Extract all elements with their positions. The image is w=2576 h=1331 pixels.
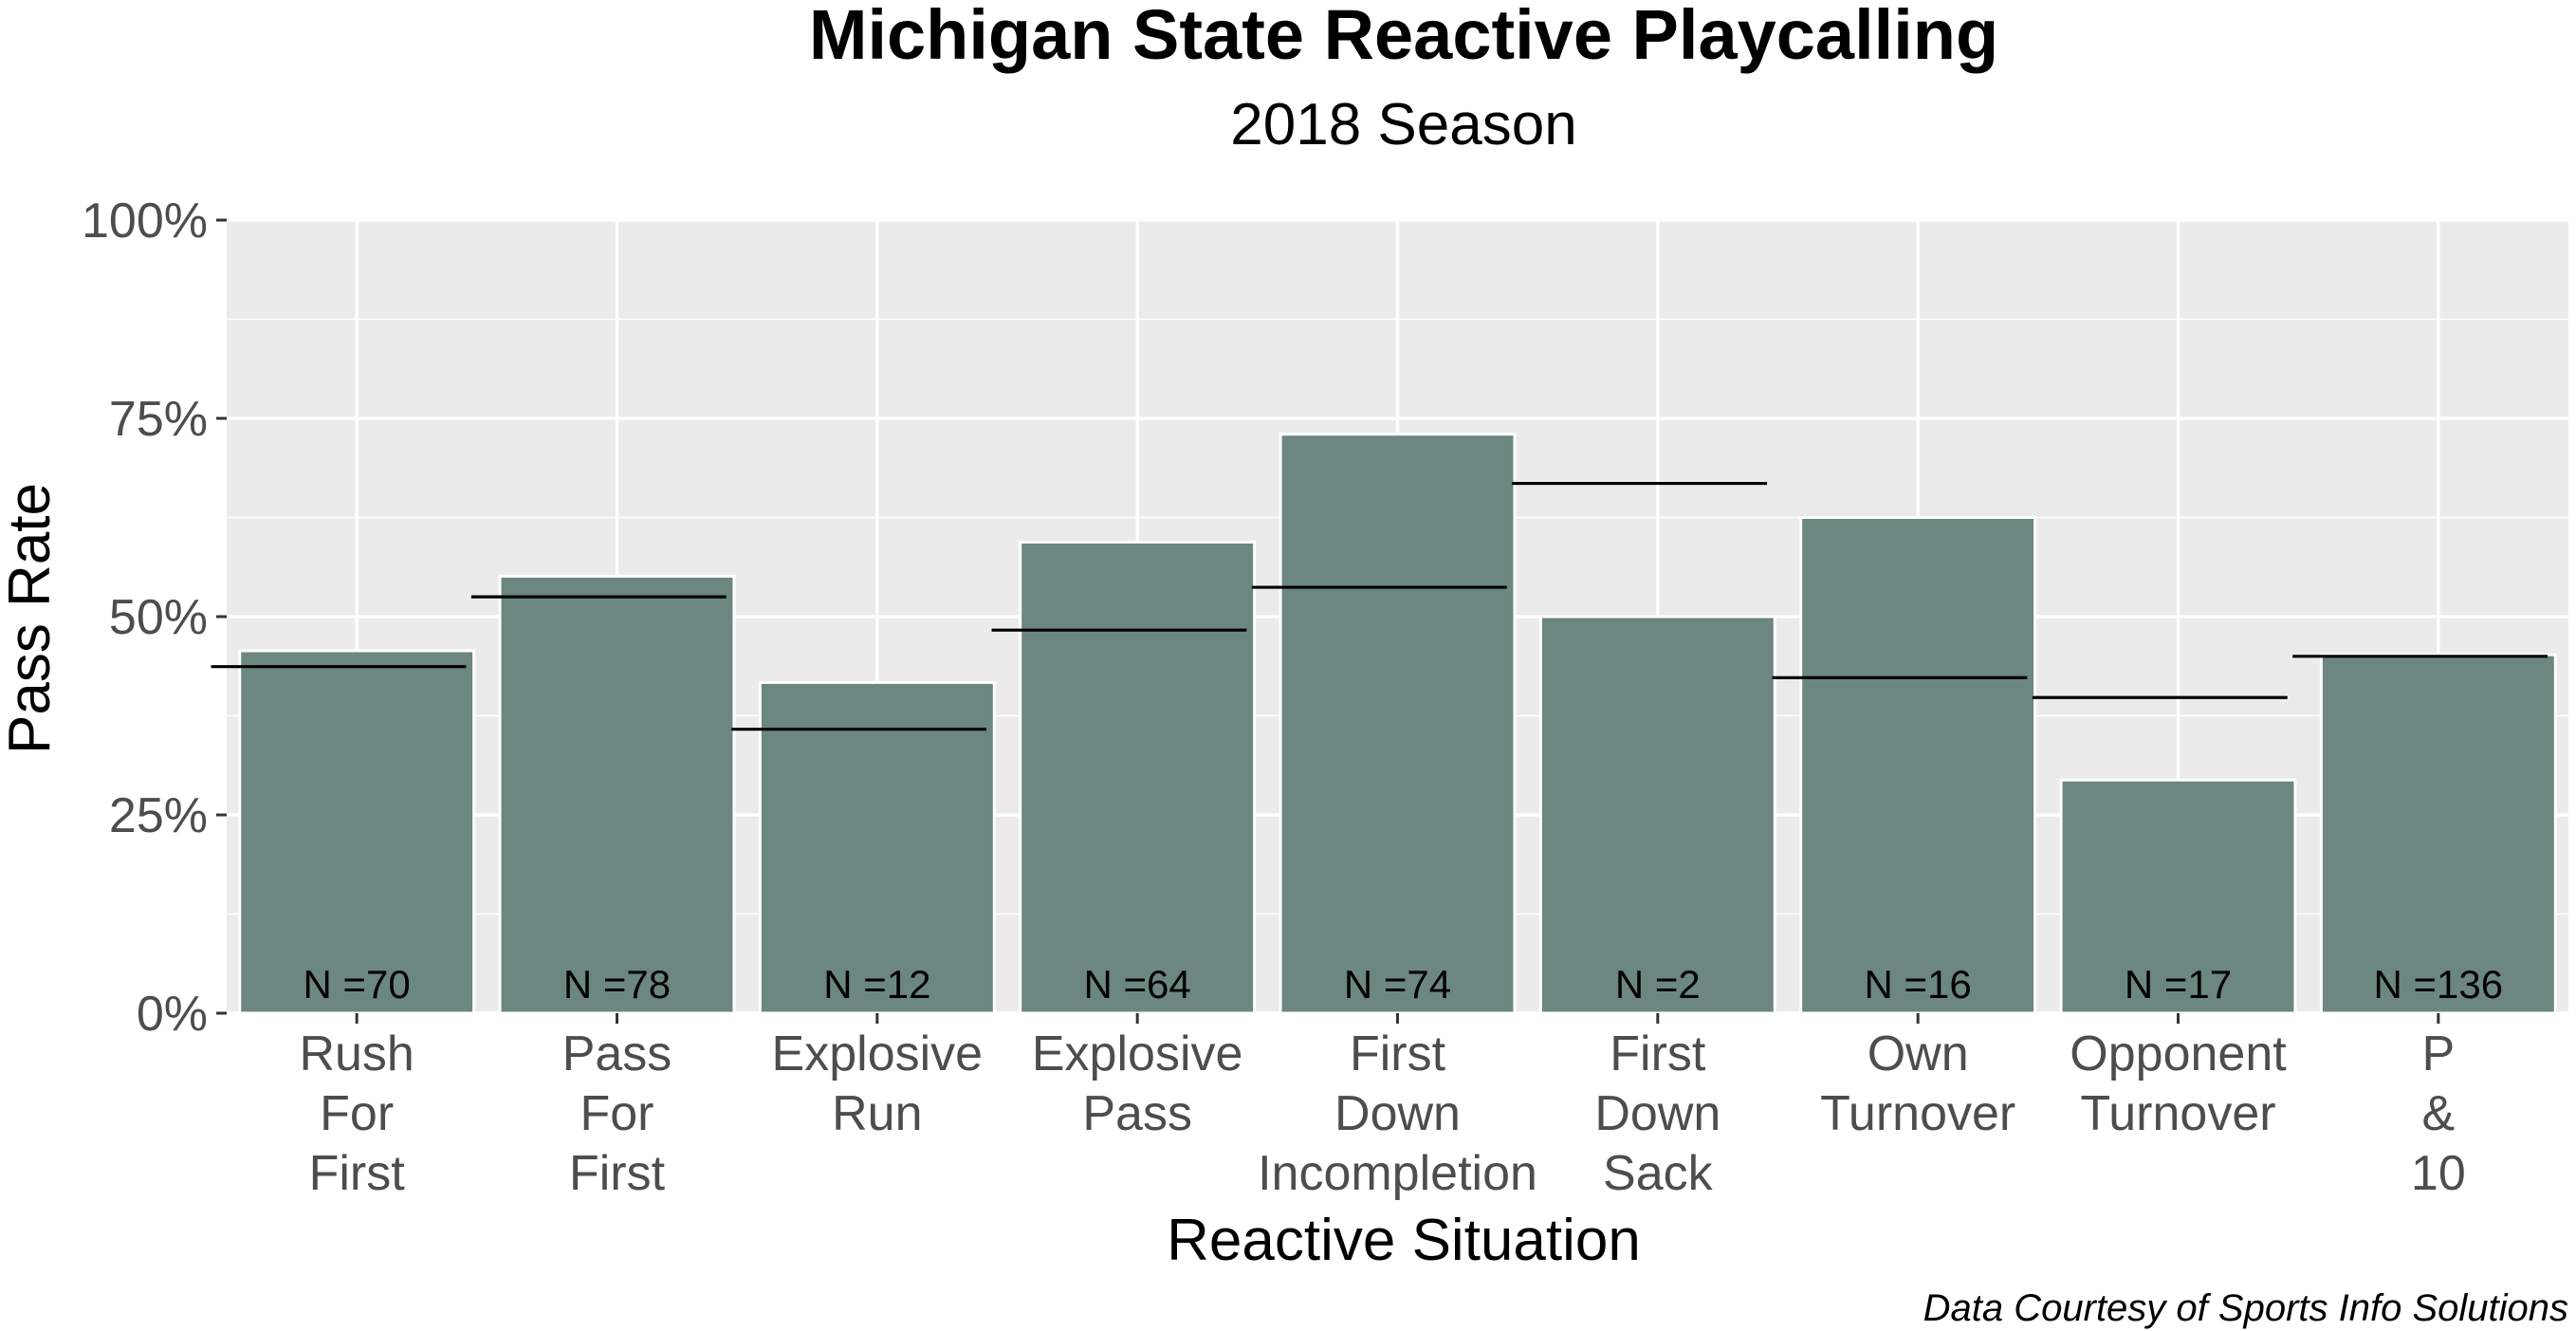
n-label: N =12 [823, 962, 930, 1007]
n-label: N =70 [304, 962, 411, 1007]
x-tick-label: Run [832, 1086, 922, 1141]
n-label: N =78 [563, 962, 671, 1007]
x-tick-label: Incompletion [1258, 1146, 1537, 1201]
y-tick-label: 50% [109, 590, 208, 645]
n-label: N =2 [1615, 962, 1701, 1007]
n-label: N =17 [2125, 962, 2232, 1007]
y-tick-label: 100% [82, 194, 208, 249]
x-tick-label: For [320, 1086, 394, 1141]
x-tick-label: First [309, 1146, 406, 1201]
bar [758, 680, 996, 1015]
bar [2059, 778, 2297, 1015]
x-tick-label: For [580, 1086, 654, 1141]
bar [238, 649, 476, 1015]
x-tick-label: Turnover [1820, 1086, 2015, 1141]
n-label: N =74 [1344, 962, 1451, 1007]
x-tick-label: 10 [2411, 1146, 2466, 1201]
n-label: N =16 [1865, 962, 1972, 1007]
y-tick-label: 0% [137, 987, 208, 1042]
x-tick-label: First [569, 1146, 666, 1201]
bar [1279, 433, 1517, 1015]
x-tick-label: Opponent [2070, 1026, 2287, 1081]
x-tick-label: Pass [562, 1026, 672, 1081]
bar [498, 574, 736, 1015]
n-label: N =64 [1084, 962, 1191, 1007]
bar [1538, 615, 1776, 1015]
y-tick-label: 25% [109, 788, 208, 843]
x-tick-label: & [2421, 1086, 2455, 1141]
x-tick-label: Rush [299, 1026, 414, 1081]
n-label: N =136 [2374, 962, 2504, 1007]
x-tick-label: Down [1334, 1086, 1461, 1141]
bar [2319, 653, 2557, 1015]
bar [1019, 540, 1257, 1015]
x-tick-label: Pass [1082, 1086, 1192, 1141]
chart-title: Michigan State Reactive Playcalling [809, 0, 1998, 74]
chart-subtitle: 2018 Season [1230, 92, 1576, 157]
plot-area: N =70 N =78 N =12 N =64 N =74 N =2 N =16 N =17 N… [82, 194, 2568, 1201]
x-tick-label: Sack [1603, 1146, 1714, 1201]
x-tick-label: First [1350, 1026, 1446, 1081]
bar [1799, 516, 2037, 1015]
x-tick-label: Down [1594, 1086, 1720, 1141]
x-axis-title: Reactive Situation [1167, 1208, 1641, 1273]
x-tick-label: Own [1868, 1026, 1969, 1081]
y-tick-label: 75% [109, 392, 208, 447]
chart-caption: Data Courtesy of Sports Info Solutions [1923, 1287, 2568, 1329]
y-axis-title: Pass Rate [0, 483, 63, 754]
x-tick-label: Explosive [772, 1026, 984, 1081]
x-tick-label: P [2421, 1026, 2455, 1081]
x-tick-label: Explosive [1032, 1026, 1243, 1081]
x-tick-label: Turnover [2080, 1086, 2275, 1141]
x-tick-label: First [1610, 1026, 1706, 1081]
